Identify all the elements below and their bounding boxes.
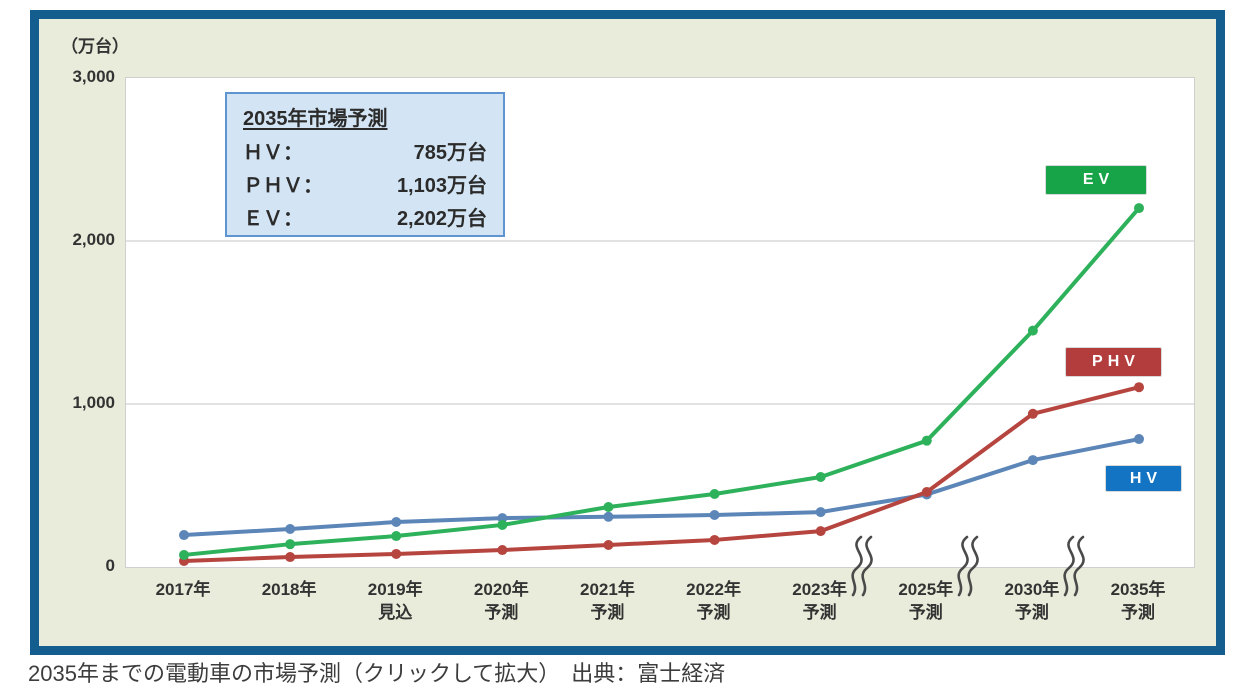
x-tick-label: 2035年 予測 (1110, 580, 1166, 622)
x-tick-label: 2023年 予測 (792, 580, 848, 622)
legend-row: ＥＶ： 2,202万台 (243, 203, 487, 236)
hv-line (183, 437, 1140, 538)
x-tick-label: 2020年 予測 (473, 580, 529, 622)
phv-data-point (391, 548, 402, 559)
ev-data-point (497, 519, 508, 530)
axis-break-icon (1057, 535, 1091, 597)
line-chart-svg (126, 203, 1194, 566)
hv-data-point (815, 507, 826, 518)
phv-data-point (1027, 408, 1038, 419)
axis-break-icon (951, 535, 985, 597)
ev-data-point (179, 549, 189, 560)
phv-data-point (603, 539, 614, 550)
y-tick-label: 1,000 (72, 393, 115, 412)
hv-data-point (1027, 455, 1038, 466)
chart-caption: 2035年までの電動車の市場予測（クリックして拡大） 出典：富士経済 (28, 661, 726, 686)
y-axis-unit-label: （万台） (61, 37, 129, 56)
phv-line (183, 385, 1140, 563)
legend-series-label: ＨＶ： (243, 142, 303, 164)
x-tick-label: 2017年 (155, 580, 211, 599)
ev-data-point (921, 435, 932, 446)
ev-data-point (815, 472, 826, 483)
phv-series-badge: PHV (1066, 348, 1161, 376)
x-tick-label: 2030年 予測 (1004, 580, 1060, 622)
legend-series-label: ＰＨＶ： (243, 175, 323, 197)
x-tick-label: 2025年 予測 (898, 580, 954, 622)
phv-data-point (815, 526, 826, 537)
legend-row: ＨＶ： 785万台 (243, 137, 487, 170)
phv-data-point (921, 487, 932, 498)
x-tick-label: 2022年 予測 (686, 580, 741, 622)
ev-data-point (709, 488, 720, 499)
hv-data-point (391, 517, 402, 528)
legend-series-value: 1,103万台 (396, 175, 487, 197)
legend-series-value: 785万台 (413, 142, 487, 164)
hv-data-point (603, 511, 614, 522)
x-tick-label: 2018年 (261, 580, 317, 599)
y-tick-label: 3,000 (72, 67, 115, 86)
legend-series-label: ＥＶ： (243, 208, 303, 230)
hv-data-point (285, 524, 296, 535)
ev-data-point (391, 531, 402, 542)
hv-data-point (497, 513, 508, 524)
legend-row: ＰＨＶ： 1,103万台 (243, 170, 487, 203)
hv-data-point (179, 530, 189, 541)
ev-data-point (603, 502, 614, 513)
legend-series-value: 2,202万台 (396, 208, 487, 230)
phv-data-point (285, 552, 296, 563)
ev-data-point (1027, 325, 1038, 336)
y-tick-label: 2,000 (72, 230, 115, 249)
hv-data-point (1134, 434, 1144, 445)
ev-data-point (1134, 203, 1144, 214)
chart-panel[interactable]: （万台） 3,000 2,000 1,000 0 EV PHV HV 2035年市場予… (30, 10, 1225, 655)
phv-data-point (709, 534, 720, 545)
ev-data-point (285, 539, 296, 550)
phv-data-point (497, 545, 508, 556)
x-tick-label: 2021年 予測 (580, 580, 635, 622)
hv-series-badge: HV (1106, 466, 1181, 491)
ev-line (183, 206, 1141, 557)
legend-title: 2035年市場予測 (243, 108, 388, 130)
ev-series-badge: EV (1046, 166, 1146, 194)
legend-rows: ＨＶ： 785万台 ＰＨＶ： 1,103万台 ＥＶ： 2,202万台 (243, 137, 487, 236)
x-tick-label: 2019年 見込 (367, 580, 423, 622)
axis-break-icon (845, 535, 879, 597)
phv-data-point (1134, 382, 1144, 393)
forecast-legend-box: 2035年市場予測 ＨＶ： 785万台 ＰＨＶ： 1,103万台 ＥＶ： 2,202万台 (225, 92, 505, 237)
y-tick-label: 0 (105, 556, 115, 575)
hv-data-point (709, 510, 720, 521)
